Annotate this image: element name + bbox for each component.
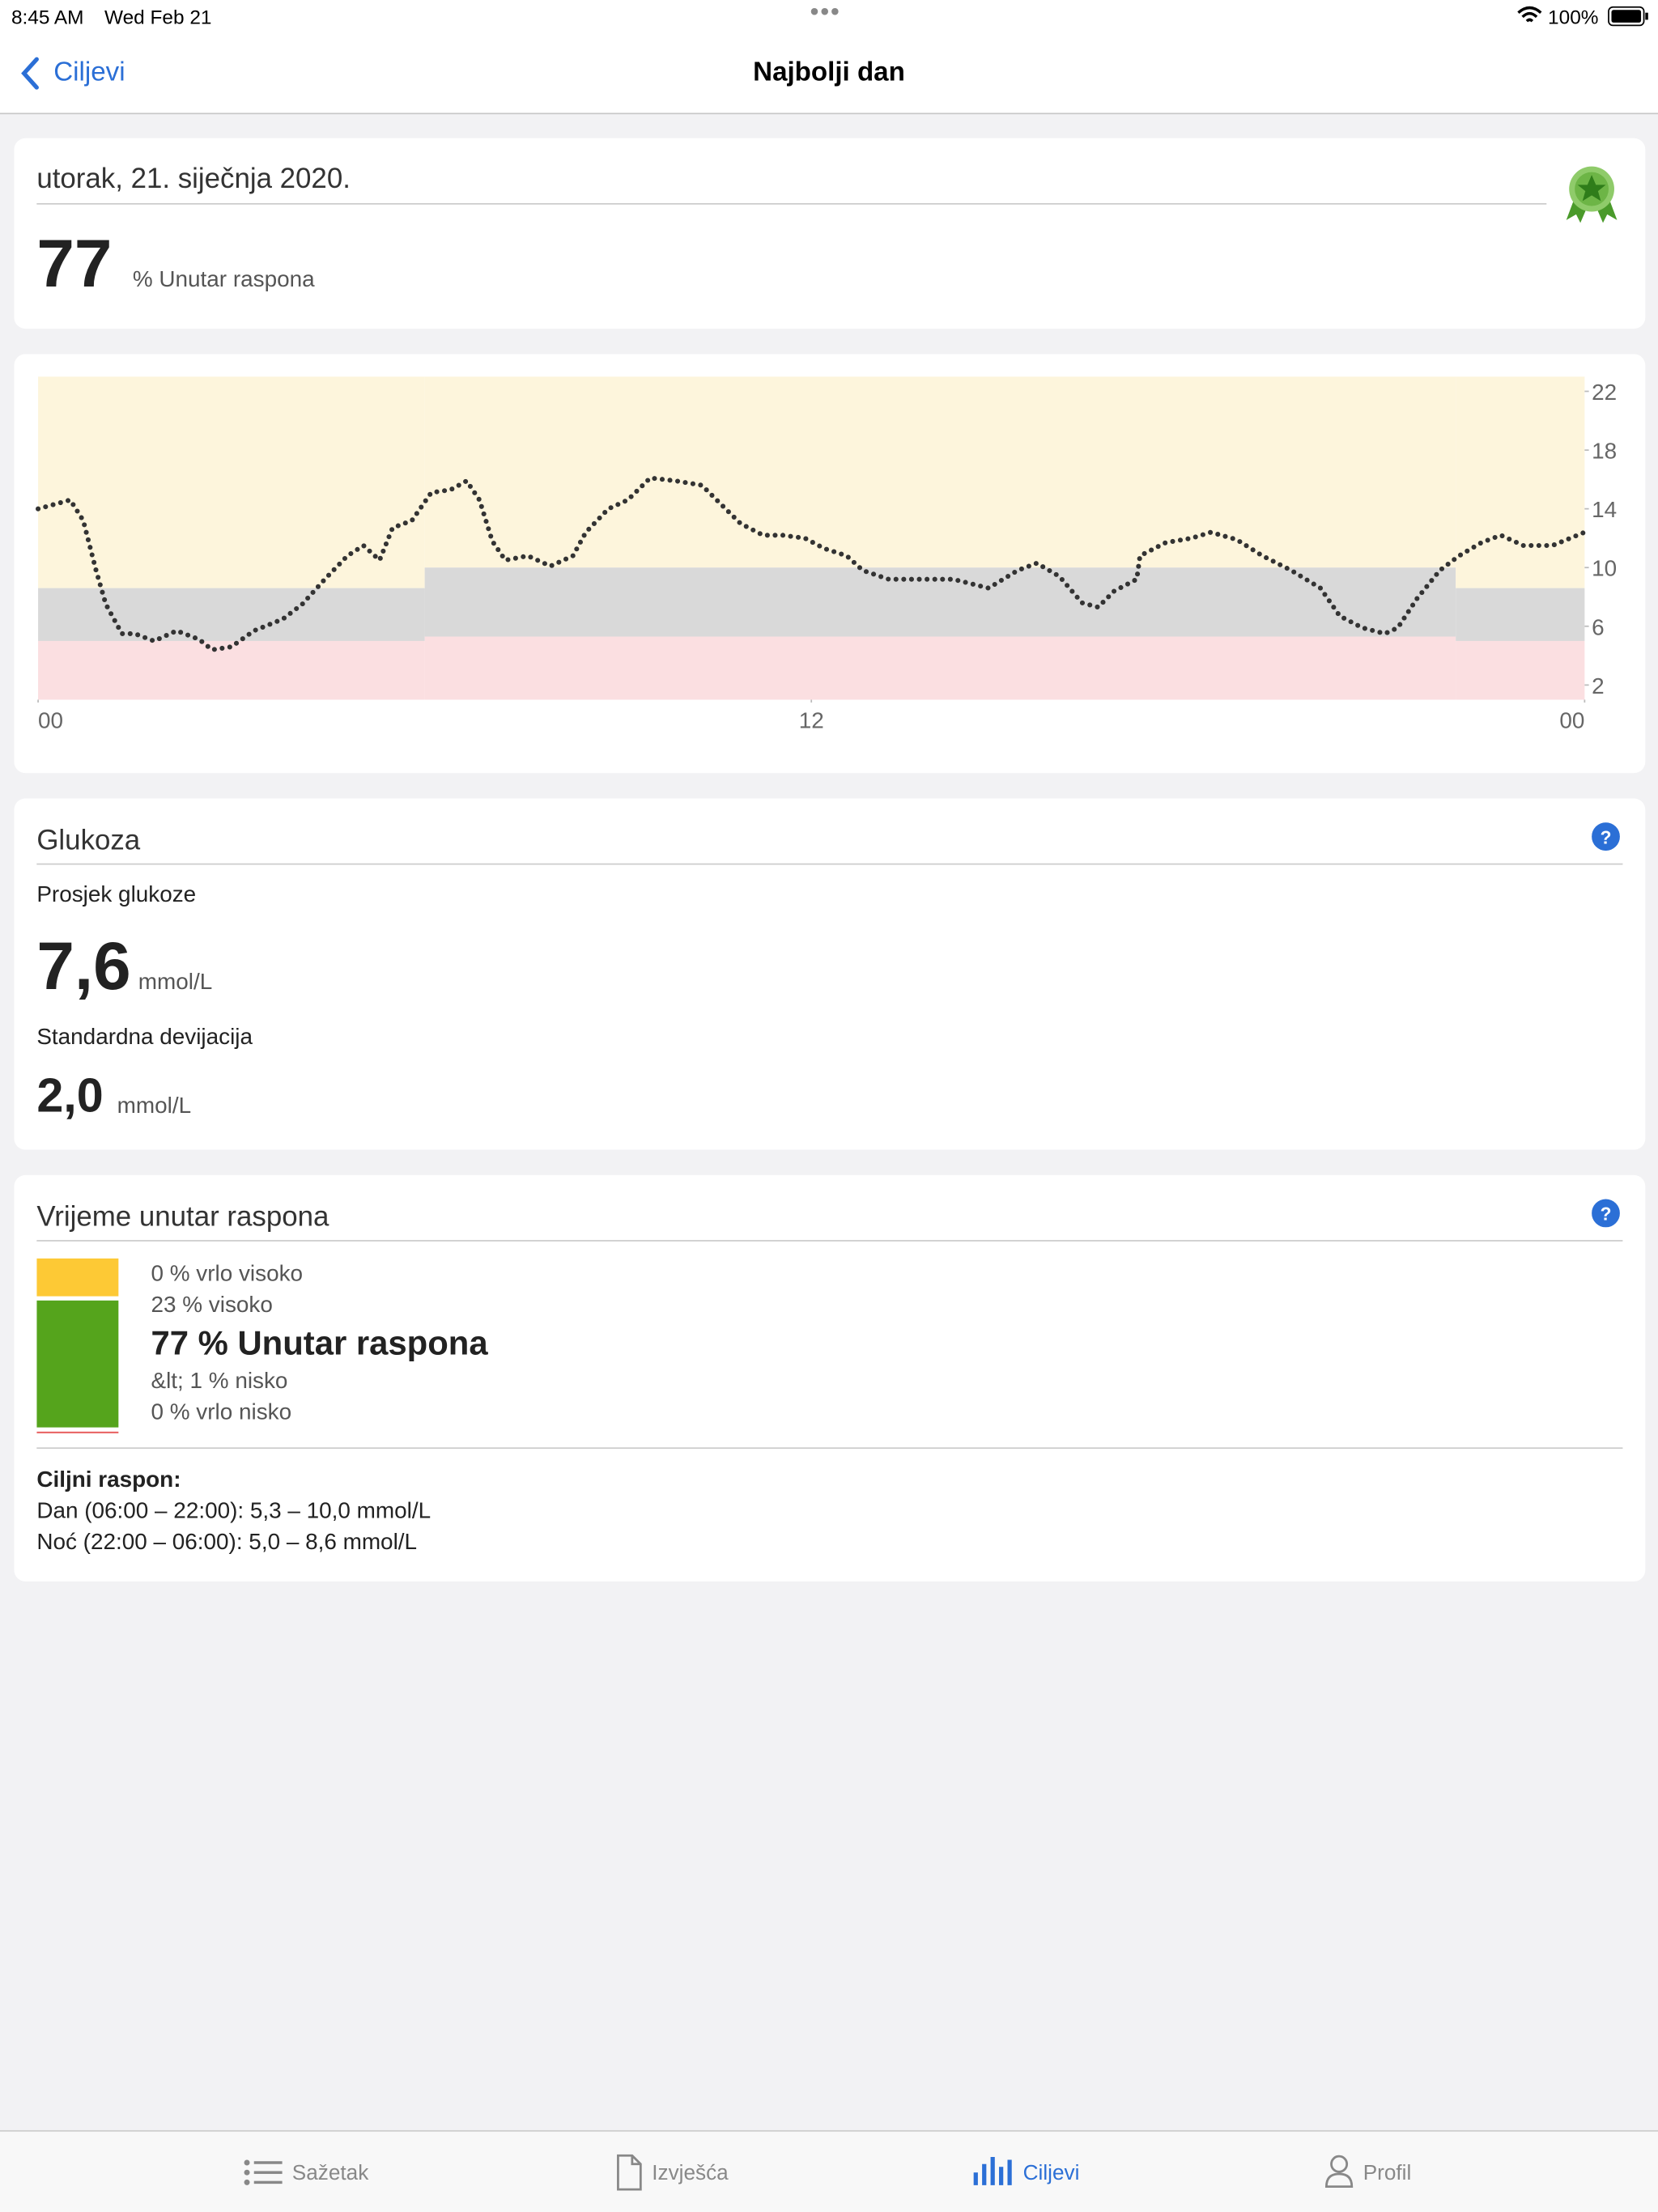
tab-icon-profile[interactable] (1324, 2155, 1354, 2189)
x-tick-label: 00 (1559, 707, 1584, 732)
chart-card: 2 6 10 14 18 22 00 12 00 (14, 354, 1646, 774)
x-tick-label: 12 (799, 707, 824, 732)
avg-unit: mmol/L (138, 970, 213, 995)
avg-value: 7,6 (36, 929, 131, 1005)
sd-value: 2,0 (36, 1069, 104, 1123)
tab[interactable]: Ciljevi (1022, 2161, 1080, 2185)
target-day: Dan (06:00 – 22:00): 5,3 – 10,0 mmol/L (36, 1499, 432, 1524)
dots: ••• (810, 0, 841, 26)
tir-label: 0 % vrlo nisko (151, 1400, 292, 1425)
tir-value: 77 (36, 227, 113, 302)
target-title: Ciljni raspon: (36, 1468, 181, 1493)
battery-text: 100% (1548, 5, 1599, 28)
x-tick-label: 00 (38, 707, 63, 732)
glucose-card: Glukoza ? Prosjek glukoze 7,6 mmol/L Sta… (14, 798, 1646, 1150)
divider (36, 1240, 1623, 1242)
divider (36, 202, 1547, 205)
y-tick-label: 6 (1592, 614, 1605, 639)
sd-unit: mmol/L (117, 1094, 192, 1119)
status-date: Wed Feb 21 (104, 5, 212, 28)
svg-text:?: ? (1601, 826, 1612, 847)
low-band (424, 636, 1456, 700)
tir-segment (36, 1258, 119, 1297)
low-band (38, 640, 425, 700)
glucose-trace (36, 475, 1588, 653)
battery-icon (1608, 6, 1648, 27)
y-tick-label: 18 (1592, 439, 1617, 464)
wifi-icon (1517, 6, 1542, 23)
tab[interactable]: Profil (1363, 2161, 1412, 2185)
help-icon[interactable]: ? (1592, 822, 1620, 851)
tab-icon-chart[interactable] (972, 2155, 1014, 2186)
back-chevron[interactable] (19, 57, 42, 91)
header (0, 0, 1658, 115)
tir-label: 77 % Unutar raspona (151, 1324, 488, 1363)
sd-label: Standardna devijacija (36, 1025, 253, 1050)
date: utorak, 21. siječnja 2020. (36, 163, 351, 195)
y-tick-label: 14 (1592, 497, 1617, 522)
tir-segment (36, 1300, 119, 1428)
help-icon[interactable]: ? (1592, 1199, 1620, 1228)
svg-text:?: ? (1601, 1204, 1612, 1225)
target-band (1456, 588, 1585, 641)
tab-icon-list[interactable] (243, 2159, 285, 2187)
tab-icon-doc[interactable] (615, 2154, 644, 2191)
target-night: Noć (22:00 – 06:00): 5,0 – 8,6 mmol/L (36, 1531, 418, 1555)
tab[interactable]: Sažetak (291, 2161, 369, 2185)
y-tick-label: 2 (1592, 673, 1605, 698)
glucose-title: Glukoza (36, 825, 141, 856)
high-band (38, 376, 425, 588)
award-icon (1566, 166, 1618, 223)
best-day-card: utorak, 21. siječnja 2020. 77 % Unutar r… (14, 138, 1646, 329)
tir-title: Vrijeme unutar raspona (36, 1202, 329, 1233)
high-band (1456, 376, 1585, 588)
avg-label: Prosjek glukoze (36, 883, 197, 907)
nav-title: Najbolji dan (753, 57, 905, 88)
tir-label: 0 % vrlo visoko (151, 1262, 304, 1287)
tab-bar (0, 2129, 1658, 2212)
tir-card: Vrijeme unutar raspona ? Ciljni raspon: … (14, 1174, 1646, 1582)
low-band (1456, 640, 1585, 700)
tir-unit: % Unutar raspona (132, 268, 315, 292)
y-tick-label: 10 (1592, 556, 1617, 581)
tab[interactable]: Izvješća (652, 2161, 729, 2185)
back-button[interactable]: Ciljevi (53, 57, 125, 88)
high-band (424, 376, 1456, 568)
tir-bar (36, 1258, 119, 1433)
status-time: 8:45 AM (11, 5, 84, 28)
chart: 2 6 10 14 18 22 00 12 00 (36, 376, 1617, 732)
target-band (38, 588, 425, 641)
divider (36, 863, 1623, 865)
tir-label: &lt; 1 % nisko (151, 1369, 288, 1395)
tir-label: 23 % visoko (151, 1293, 273, 1318)
divider (36, 1447, 1623, 1450)
y-tick-label: 22 (1592, 380, 1617, 405)
tir-segment (36, 1431, 119, 1433)
